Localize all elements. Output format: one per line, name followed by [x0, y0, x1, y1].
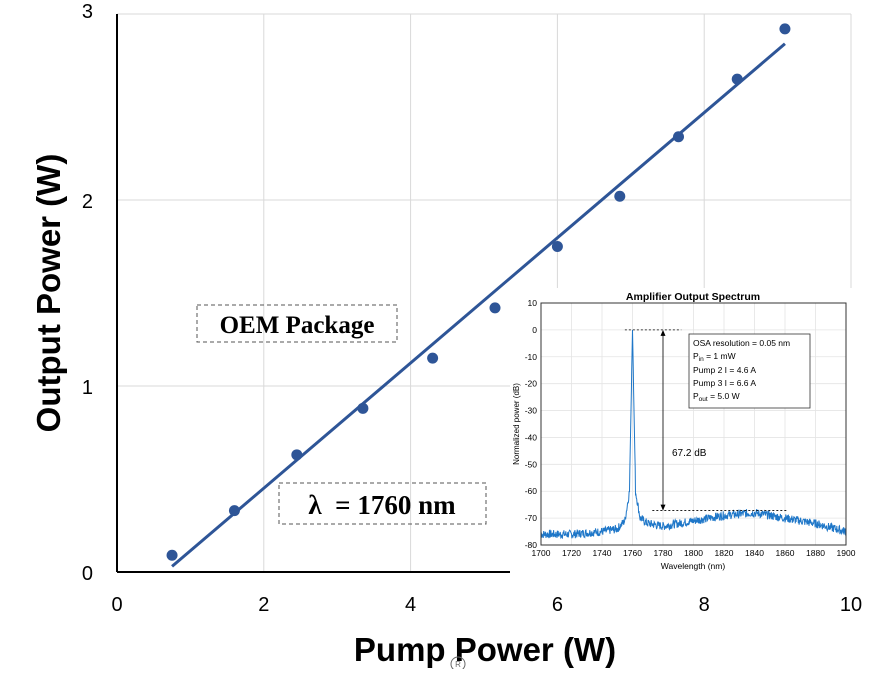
- inset-y-tick-label: -80: [525, 540, 538, 550]
- inset-spectrum-chart: Amplifier Output Spectrum 1700 1720 1740 17…: [510, 288, 856, 574]
- inset-y-tick-label: 0: [532, 325, 537, 335]
- main-y-tick-labels: 0 1 2 3: [82, 1, 93, 585]
- inset-legend: OSA resolution = 0.05 nm Pin = 1 mW Pump…: [688, 333, 811, 409]
- spectrum-trace: [540, 329, 847, 540]
- inset-plot-frame: [540, 302, 847, 546]
- main-x-tick-label: 0: [111, 594, 122, 616]
- main-x-tick-label: 4: [405, 594, 416, 616]
- main-y-tick-label: 3: [82, 1, 93, 23]
- inset-y-tick-label: -20: [525, 379, 538, 389]
- wavelength-annotation: λ = 1760 nm: [278, 482, 487, 525]
- data-point: [779, 23, 791, 35]
- legend-line-resolution: OSA resolution = 0.05 nm: [693, 338, 790, 348]
- svg-text:R: R: [455, 660, 461, 669]
- main-y-tick-label: 2: [82, 191, 93, 213]
- data-point: [357, 402, 369, 414]
- inset-series: [540, 329, 847, 540]
- inset-x-axis-label: Wavelength (nm): [661, 561, 726, 571]
- inset-x-tick-label: 1900: [837, 548, 856, 558]
- inset-dynamic-range-label: 67.2 dB: [672, 448, 707, 459]
- inset-y-tick-label: -60: [525, 486, 538, 496]
- inset-x-tick-label: 1820: [715, 548, 734, 558]
- inset-y-tick-label: 10: [528, 298, 538, 308]
- data-point: [427, 352, 439, 364]
- fit-line: [171, 42, 786, 568]
- main-x-tick-label: 2: [258, 594, 269, 616]
- inset-x-tick-label: 1860: [776, 548, 795, 558]
- main-x-tick-label: 8: [699, 594, 710, 616]
- inset-x-tick-label: 1780: [654, 548, 673, 558]
- inset-y-tick-label: -70: [525, 513, 538, 523]
- inset-y-tick-labels: 10 0 -10 -20 -30 -40 -50 -60 -70 -80: [525, 298, 538, 550]
- legend-line-pout: Pout = 5.0 W: [693, 391, 740, 403]
- data-point: [489, 302, 501, 314]
- inset-y-tick-label: -30: [525, 406, 538, 416]
- inset-y-tick-label: -40: [525, 432, 538, 442]
- oem-package-annotation: OEM Package: [196, 304, 398, 343]
- inset-x-tick-label: 1720: [562, 548, 581, 558]
- data-point: [291, 449, 303, 461]
- inset-x-tick-label: 1840: [745, 548, 764, 558]
- data-point: [614, 190, 626, 202]
- oem-package-label: OEM Package: [220, 312, 375, 339]
- inset-y-tick-label: -50: [525, 459, 538, 469]
- main-series: [166, 23, 791, 568]
- legend-line-pump2: Pump 2 I = 4.6 A: [693, 365, 756, 375]
- data-point: [551, 241, 563, 252]
- inset-x-tick-label: 1760: [623, 548, 642, 558]
- inset-x-tick-label: 1880: [806, 548, 825, 558]
- inset-legend-box: [688, 333, 811, 409]
- main-y-axis-label: Output Power (W): [30, 154, 67, 433]
- legend-line-pin: Pin = 1 mW: [693, 351, 736, 363]
- data-point: [228, 505, 240, 517]
- legend-line-pump3: Pump 3 I = 6.6 A: [693, 378, 756, 388]
- inset-x-tick-label: 1740: [593, 548, 612, 558]
- data-point: [673, 131, 685, 143]
- arrow-head-up: [660, 329, 666, 336]
- main-x-axis-label: Pump Power (W): [354, 631, 616, 668]
- main-x-tick-labels: 0 2 4 6 8 10: [111, 594, 862, 616]
- main-y-tick-label: 0: [82, 563, 93, 585]
- data-point: [166, 549, 178, 561]
- inset-reference-lines: [624, 329, 789, 511]
- inset-y-axis-label: Normalized power (dB): [512, 383, 521, 465]
- oem-package-box: [196, 304, 398, 343]
- inset-title: Amplifier Output Spectrum: [626, 291, 760, 303]
- main-x-tick-label: 10: [840, 594, 862, 616]
- arrow-head-down: [660, 504, 666, 511]
- inset-background: [510, 288, 855, 574]
- wavelength-box: [278, 482, 487, 525]
- main-x-tick-label: 6: [552, 594, 563, 616]
- inset-x-tick-label: 1700: [532, 548, 551, 558]
- data-point: [731, 73, 743, 85]
- inset-x-tick-label: 1800: [684, 548, 703, 558]
- inset-x-tick-labels: 1700 1720 1740 1760 1780 1800 1820 1840 1860 1880…: [532, 548, 856, 558]
- wavelength-label: λ = 1760 nm: [308, 490, 456, 520]
- inset-y-tick-label: -10: [525, 352, 538, 362]
- main-y-tick-label: 1: [82, 377, 93, 399]
